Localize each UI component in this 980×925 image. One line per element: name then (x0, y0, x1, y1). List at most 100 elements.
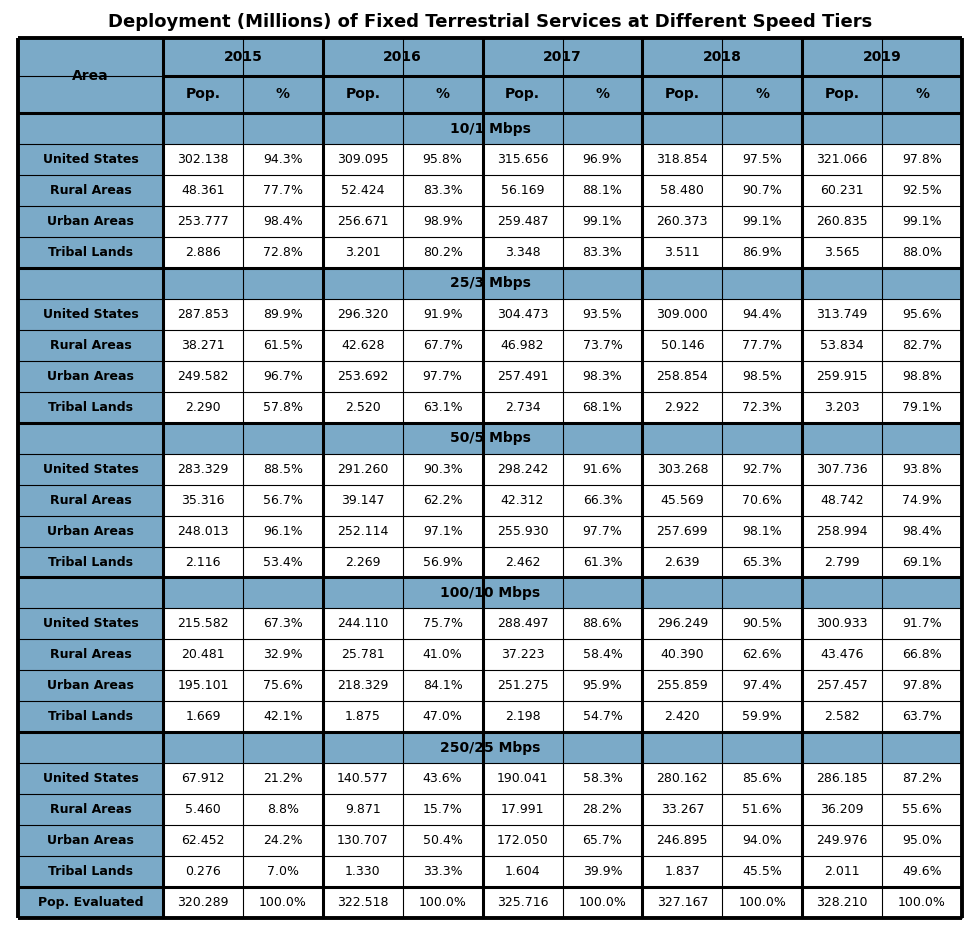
Text: 280.162: 280.162 (657, 772, 709, 785)
Text: 251.275: 251.275 (497, 679, 549, 692)
Bar (643, 825, 722, 857)
Bar (18, 175, 163, 206)
Text: 248.013: 248.013 (177, 524, 228, 537)
Text: Rural Areas: Rural Areas (50, 184, 131, 197)
Text: 97.5%: 97.5% (742, 154, 782, 166)
Bar (163, 857, 243, 887)
Text: 89.9%: 89.9% (263, 308, 303, 321)
Text: Area: Area (73, 68, 109, 82)
Bar (482, 857, 563, 887)
Text: 255.930: 255.930 (497, 524, 549, 537)
Bar (563, 887, 643, 918)
Text: 67.3%: 67.3% (263, 617, 303, 631)
Text: 80.2%: 80.2% (422, 246, 463, 259)
Bar (803, 330, 882, 361)
Bar (482, 38, 643, 76)
Bar (322, 857, 403, 887)
Bar (482, 206, 563, 237)
Text: Rural Areas: Rural Areas (50, 494, 131, 507)
Text: Pop.: Pop. (345, 87, 380, 102)
Text: 1.604: 1.604 (505, 865, 540, 878)
Text: 33.3%: 33.3% (422, 865, 463, 878)
Bar (563, 299, 643, 330)
Bar (243, 795, 322, 825)
Bar (322, 361, 403, 392)
Bar (163, 144, 243, 175)
Bar (803, 144, 882, 175)
Bar (403, 671, 482, 701)
Bar (18, 639, 163, 671)
Text: 58.3%: 58.3% (582, 772, 622, 785)
Bar (482, 175, 563, 206)
Bar (243, 639, 322, 671)
Text: 25/3 Mbps: 25/3 Mbps (450, 277, 530, 290)
Bar (243, 206, 322, 237)
Text: 47.0%: 47.0% (422, 710, 463, 723)
Text: 98.5%: 98.5% (742, 370, 782, 383)
Text: 304.473: 304.473 (497, 308, 548, 321)
Bar (18, 299, 163, 330)
Text: 15.7%: 15.7% (422, 803, 463, 816)
Bar (163, 485, 243, 515)
Text: 61.3%: 61.3% (583, 556, 622, 569)
Bar (163, 392, 243, 423)
Text: 37.223: 37.223 (501, 648, 544, 661)
Text: 88.5%: 88.5% (263, 462, 303, 475)
Text: Pop.: Pop. (505, 87, 540, 102)
Text: 33.267: 33.267 (661, 803, 704, 816)
Bar (18, 671, 163, 701)
Text: 96.7%: 96.7% (263, 370, 303, 383)
Text: 96.9%: 96.9% (583, 154, 622, 166)
Text: 2016: 2016 (383, 50, 422, 64)
Text: 74.9%: 74.9% (903, 494, 942, 507)
Bar (803, 237, 882, 268)
Text: 52.424: 52.424 (341, 184, 384, 197)
Bar (643, 671, 722, 701)
Bar (243, 887, 322, 918)
Text: 35.316: 35.316 (181, 494, 224, 507)
Bar (882, 825, 962, 857)
Bar (243, 299, 322, 330)
Text: 257.457: 257.457 (816, 679, 868, 692)
Text: 56.7%: 56.7% (263, 494, 303, 507)
Bar (803, 76, 882, 113)
Bar (722, 547, 803, 577)
Bar (563, 453, 643, 485)
Bar (403, 361, 482, 392)
Text: 72.3%: 72.3% (743, 401, 782, 413)
Bar (803, 453, 882, 485)
Bar (18, 423, 962, 453)
Text: 1.330: 1.330 (345, 865, 380, 878)
Text: 25.781: 25.781 (341, 648, 384, 661)
Text: 97.1%: 97.1% (422, 524, 463, 537)
Bar (643, 38, 803, 76)
Bar (403, 515, 482, 547)
Text: 140.577: 140.577 (337, 772, 389, 785)
Bar (243, 547, 322, 577)
Bar (403, 206, 482, 237)
Bar (643, 609, 722, 639)
Bar (482, 237, 563, 268)
Text: 2.582: 2.582 (824, 710, 860, 723)
Bar (643, 237, 722, 268)
Bar (722, 857, 803, 887)
Bar (322, 671, 403, 701)
Bar (243, 671, 322, 701)
Bar (563, 609, 643, 639)
Text: 57.8%: 57.8% (263, 401, 303, 413)
Text: 58.4%: 58.4% (582, 648, 622, 661)
Text: 2.922: 2.922 (664, 401, 700, 413)
Text: United States: United States (42, 772, 138, 785)
Text: 98.4%: 98.4% (903, 524, 942, 537)
Bar (18, 237, 163, 268)
Text: 97.4%: 97.4% (743, 679, 782, 692)
Bar (163, 38, 322, 76)
Text: 93.5%: 93.5% (582, 308, 622, 321)
Text: 77.7%: 77.7% (742, 339, 782, 352)
Text: 97.8%: 97.8% (903, 154, 942, 166)
Bar (403, 857, 482, 887)
Text: Rural Areas: Rural Areas (50, 339, 131, 352)
Text: United States: United States (42, 617, 138, 631)
Text: 68.1%: 68.1% (582, 401, 622, 413)
Text: 100.0%: 100.0% (418, 896, 466, 909)
